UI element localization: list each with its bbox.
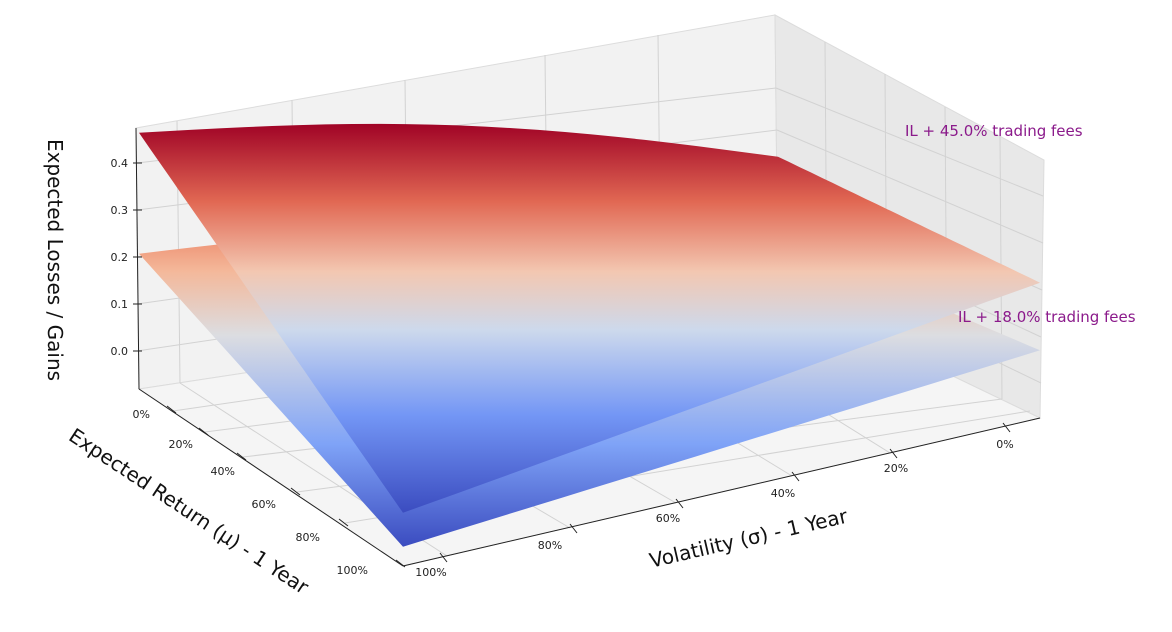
y-tick-mark	[198, 427, 209, 436]
annotation-bottom-surface: IL + 18.0% trading fees	[958, 308, 1136, 326]
x-tick-mark	[439, 552, 448, 563]
surface-fee-45	[139, 123, 1040, 513]
z-tick-label: 0.4	[111, 157, 129, 170]
y-tick-mark	[338, 518, 349, 527]
x-tick-mark	[889, 448, 898, 459]
x-tick-label: 60%	[656, 512, 680, 525]
z-tick-label: 0.3	[111, 204, 129, 217]
y-tick-mark	[236, 452, 247, 461]
z-tick-label: 0.1	[111, 298, 129, 311]
y-tick-label: 0%	[133, 408, 150, 421]
y-tick-label: 20%	[169, 438, 193, 451]
z-ticks: 0.0 0.1 0.2 0.3 0.4	[111, 157, 142, 358]
x-tick-label: 0%	[996, 438, 1013, 451]
z-tick-label: 0.0	[111, 345, 129, 358]
x-tick-mark	[675, 498, 684, 509]
x-ticks: 0% 20% 40% 60% 80% 100%	[415, 422, 1014, 579]
x-tick-mark	[791, 471, 800, 482]
y-tick-mark	[395, 559, 406, 568]
annotation-top-surface: IL + 45.0% trading fees	[905, 122, 1083, 140]
z-axis-line	[135, 127, 140, 390]
y-tick-mark	[290, 487, 301, 496]
x-tick-label: 100%	[415, 566, 446, 579]
z-axis-title: Expected Losses / Gains	[43, 139, 67, 381]
axis-lines	[135, 127, 1041, 567]
surfaces	[139, 123, 1040, 547]
x-axis-line	[402, 417, 1041, 567]
x-tick-label: 40%	[771, 487, 795, 500]
y-tick-label: 60%	[252, 498, 276, 511]
y-ticks: 0% 20% 40% 60% 80% 100%	[133, 405, 406, 577]
x-tick-mark	[569, 523, 578, 534]
x-tick-mark	[1002, 422, 1011, 433]
y-tick-label: 40%	[211, 465, 235, 478]
x-tick-label: 80%	[538, 539, 562, 552]
x-tick-label: 20%	[884, 462, 908, 475]
y-tick-label: 80%	[296, 531, 320, 544]
y-tick-label: 100%	[337, 564, 368, 577]
grid-right-h5	[775, 87, 1044, 197]
z-tick-label: 0.2	[111, 251, 129, 264]
y-axis-line	[138, 388, 404, 567]
grid-right-h4	[776, 129, 1044, 244]
y-tick-mark	[166, 405, 177, 414]
